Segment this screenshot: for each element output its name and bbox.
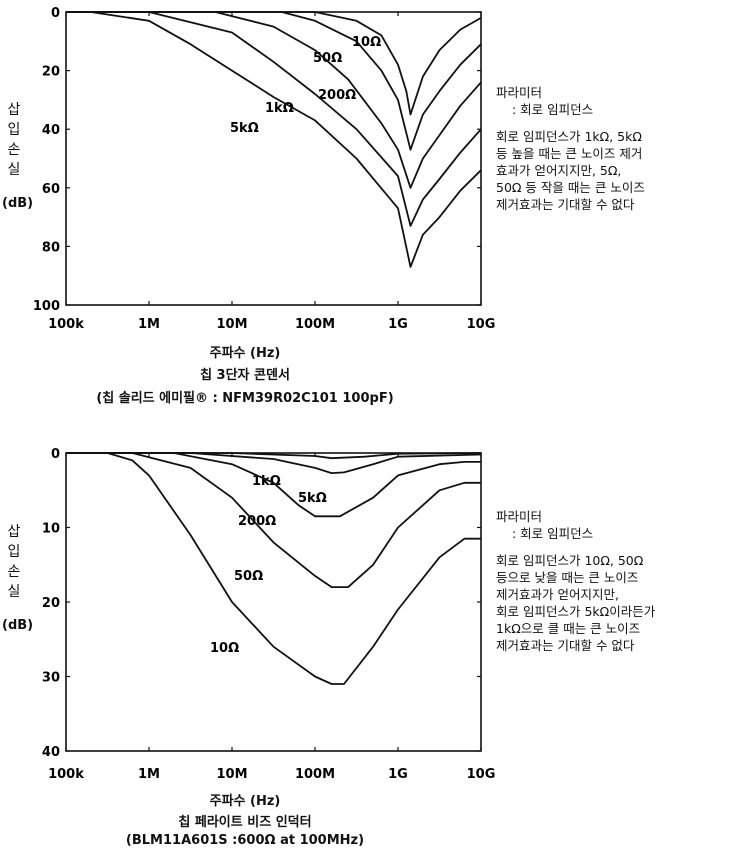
x-axis-label: 주파수 (Hz)	[209, 794, 281, 809]
note-line: 50Ω 등 작을 때는 큰 노이즈	[496, 180, 645, 195]
series-label: 10Ω	[210, 641, 239, 656]
plot-frame	[65, 452, 482, 752]
series-line-1kohm	[66, 11, 482, 227]
series-label: 5kΩ	[298, 491, 327, 506]
y-tick-label: 40	[42, 745, 60, 760]
series-label: 1kΩ	[252, 474, 281, 489]
x-tick-label: 10G	[467, 767, 496, 782]
x-tick-label: 100M	[295, 317, 335, 332]
note-line: 회로 임피던스가 5kΩ이라든가	[496, 604, 656, 619]
x-tick-label: 10M	[216, 767, 247, 782]
series-line-5kohm	[66, 452, 482, 460]
x-tick-label: 1M	[138, 767, 160, 782]
note-heading: 파라미터	[496, 509, 543, 524]
series-line-10ohm	[66, 452, 481, 685]
y-axis-label: 삽입손실	[7, 102, 21, 178]
series-label: 50Ω	[234, 569, 263, 584]
chart-subtitle: (BLM11A601S :600Ω at 100MHz)	[125, 833, 365, 848]
y-tick-label: 60	[42, 182, 60, 197]
x-tick-label: 100k	[48, 767, 84, 782]
x-tick-label: 1G	[388, 317, 408, 332]
y-tick-label: 0	[51, 6, 60, 21]
note-heading: 파라미터	[496, 85, 543, 100]
series-line-50ohm	[66, 11, 482, 151]
y-axis-unit: (dB)	[2, 618, 34, 633]
note-parameter: : 회로 임피던스	[512, 526, 594, 541]
y-tick-label: 40	[42, 123, 60, 138]
x-tick-label: 10M	[216, 317, 247, 332]
note-line: 제거효과는 기대할 수 없다	[496, 638, 635, 653]
series-line-1kohm	[66, 452, 482, 474]
y-tick-label: 30	[42, 671, 60, 686]
note-line: 등 높을 때는 큰 노이즈 제거	[496, 146, 643, 161]
chart-title: 칩 페라이트 비즈 인덕터	[178, 815, 312, 830]
note-line: 제거효과가 얻어지지만,	[496, 587, 619, 602]
note-line: 효과가 얻어지지만, 5Ω,	[496, 163, 622, 178]
x-tick-label: 100M	[295, 767, 335, 782]
x-tick-label: 1M	[138, 317, 160, 332]
series-label: 200Ω	[318, 88, 356, 103]
note-line: 제거효과는 기대할 수 없다	[496, 197, 635, 212]
note-line: 1kΩ으로 클 때는 큰 노이즈	[496, 621, 641, 636]
chart-subtitle: (칩 솔리드 에미필® : NFM39R02C101 100pF)	[96, 391, 394, 406]
note-line: 회로 임피던스가 10Ω, 50Ω	[496, 553, 644, 568]
note-block: 파라미터 : 회로 임피던스 회로 임피던스가 10Ω, 50Ω 등으로 낮을 …	[496, 508, 655, 654]
y-tick-label: 0	[51, 447, 60, 462]
series-line-5kohm	[66, 11, 482, 268]
x-tick-label: 1G	[388, 767, 408, 782]
series-line-200ohm	[66, 11, 482, 189]
chart-title: 칩 3단자 콘덴서	[200, 368, 290, 383]
y-tick-label: 20	[42, 65, 60, 80]
y-tick-label: 20	[42, 596, 60, 611]
series-label: 10Ω	[352, 35, 381, 50]
series-label: 5kΩ	[230, 121, 259, 136]
y-tick-label: 80	[42, 240, 60, 255]
y-tick-label: 10	[42, 522, 60, 537]
series-line-10ohm	[66, 11, 482, 116]
note-parameter: : 회로 임피던스	[512, 102, 594, 117]
y-axis-unit: (dB)	[2, 196, 34, 211]
series-label: 200Ω	[238, 514, 276, 529]
x-tick-label: 100k	[48, 317, 84, 332]
y-axis-label: 삽입손실	[7, 524, 21, 600]
y-tick-label: 100	[33, 299, 60, 314]
note-line: 등으로 낮을 때는 큰 노이즈	[496, 570, 639, 585]
x-axis-label: 주파수 (Hz)	[209, 346, 281, 361]
series-line-50ohm	[66, 452, 481, 588]
x-tick-label: 10G	[467, 317, 496, 332]
series-line-200ohm	[66, 452, 481, 518]
note-block: 파라미터 : 회로 임피던스 회로 임피던스가 1kΩ, 5kΩ 등 높을 때는…	[496, 84, 645, 213]
note-line: 회로 임피던스가 1kΩ, 5kΩ	[496, 129, 642, 144]
